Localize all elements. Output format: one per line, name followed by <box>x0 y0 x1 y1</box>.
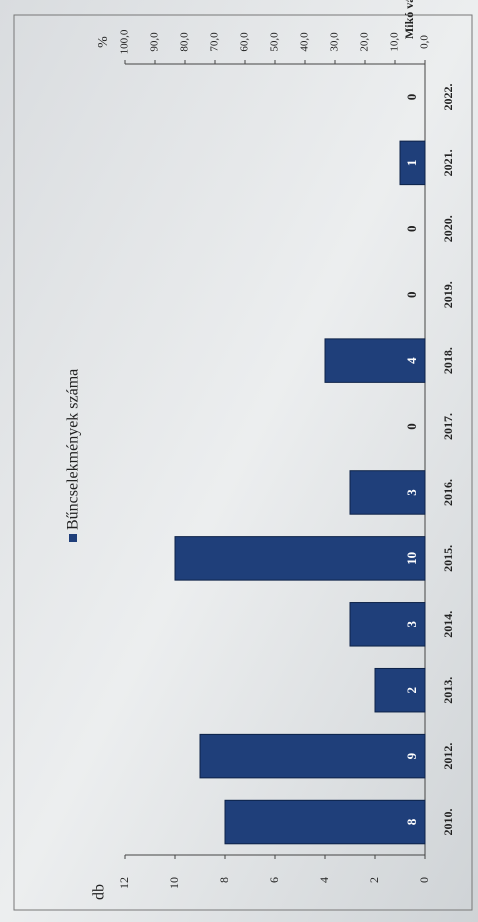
value-label: 3 <box>404 621 419 628</box>
y2-tick-label: 80,0 <box>179 32 191 52</box>
x-tick-label: 2020. <box>441 215 455 242</box>
x-tick-label: 2016. <box>441 479 455 506</box>
bar <box>349 470 426 515</box>
y2-tick-label: 10,0 <box>389 32 401 52</box>
legend-label: Bűncselekmények száma <box>65 369 82 530</box>
y2-tick-label: 50,0 <box>269 32 281 52</box>
x-tick-label: 2021. <box>441 149 455 176</box>
rotated-chart: Mikó város db % Bűncselekmények száma 0 2… <box>13 0 473 911</box>
chart-title: Mikó város <box>402 0 416 39</box>
x-tick-label: 2013. <box>441 677 455 704</box>
y2-tick-label: 0,0 <box>419 35 431 49</box>
bar <box>174 536 426 581</box>
value-label: 3 <box>404 489 419 496</box>
bar <box>374 667 426 713</box>
value-label: 2 <box>404 687 419 694</box>
y2-axis-label: % <box>96 36 111 48</box>
y-tick-label: 4 <box>317 877 331 883</box>
y-axis-label: db <box>91 884 108 900</box>
value-label: 4 <box>404 357 419 364</box>
legend-swatch <box>69 534 77 542</box>
bar <box>199 733 426 779</box>
value-label: 10 <box>404 552 419 565</box>
y2-tick-label: 40,0 <box>299 32 311 52</box>
bar <box>399 140 426 186</box>
x-tick-label: 2019. <box>441 281 455 308</box>
x-tick-label: 2012. <box>441 743 455 770</box>
y-tick-label: 12 <box>117 877 131 889</box>
bar <box>224 799 426 845</box>
value-label: 1 <box>404 160 419 167</box>
x-tick-label: 2018. <box>441 347 455 374</box>
bar <box>349 602 426 647</box>
x-tick-label: 2014. <box>441 611 455 638</box>
y-tick-label: 10 <box>167 877 181 889</box>
frame <box>13 14 473 911</box>
y2-tick-label: 90,0 <box>149 32 161 52</box>
value-label: 0 <box>404 226 419 233</box>
y2-tick-label: 60,0 <box>239 32 251 52</box>
y-tick-label: 6 <box>267 877 281 883</box>
y2-tick-label: 100,0 <box>119 29 131 54</box>
x-tick-label: 2022. <box>441 83 455 110</box>
value-label: 0 <box>404 94 419 101</box>
bar <box>324 338 426 383</box>
y2-tick-label: 20,0 <box>359 32 371 52</box>
x-tick-label: 2010. <box>441 809 455 836</box>
y2-tick-label: 70,0 <box>209 32 221 52</box>
y-tick-label: 0 <box>417 877 431 883</box>
value-label: 9 <box>404 752 419 759</box>
x-tick-label: 2017. <box>441 413 455 440</box>
value-label: 8 <box>404 818 419 825</box>
x-tick-label: 2015. <box>441 545 455 572</box>
y-tick-label: 2 <box>367 877 381 883</box>
y-tick-label: 8 <box>217 877 231 883</box>
y2-tick-label: 30,0 <box>329 32 341 52</box>
value-label: 0 <box>404 423 419 430</box>
value-label: 0 <box>404 291 419 298</box>
